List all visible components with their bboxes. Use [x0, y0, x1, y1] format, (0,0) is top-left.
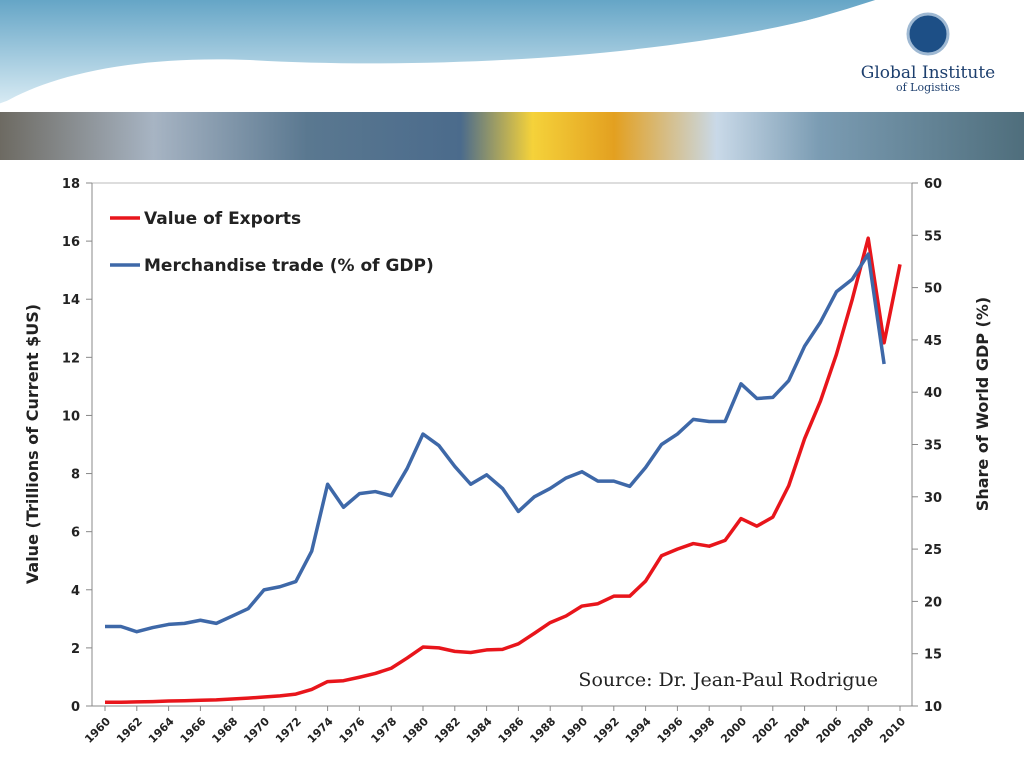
- x-tick-label: 1978: [368, 715, 399, 746]
- y2-tick-label: 55: [924, 229, 942, 244]
- x-tick-label: 1972: [273, 715, 304, 746]
- x-tick-label: 1970: [241, 715, 272, 746]
- legend-label: Merchandise trade (% of GDP): [144, 256, 434, 276]
- x-tick-label: 1992: [591, 715, 622, 746]
- y2-tick-label: 30: [924, 491, 942, 506]
- y2-tick-label: 60: [924, 177, 942, 192]
- header-swoosh: [0, 0, 881, 107]
- x-tick-label: 2004: [782, 715, 813, 746]
- series-line: [105, 236, 902, 704]
- brand: Global Institute: [861, 63, 995, 83]
- y-tick-label: 4: [71, 584, 80, 599]
- x-tick-label: 2000: [718, 715, 749, 746]
- y2-tick-label: 15: [924, 648, 942, 663]
- x-tick-label: 1962: [114, 715, 145, 746]
- x-tick-label: 1968: [209, 715, 240, 746]
- y-tick-label: 14: [62, 293, 80, 308]
- x-tick-label: 1982: [432, 715, 463, 746]
- y-tick-label: 12: [62, 351, 80, 366]
- x-tick-label: 2006: [814, 715, 845, 746]
- x-tick-label: 1974: [305, 715, 336, 746]
- header-wave: [0, 0, 880, 105]
- y-tick-label: 6: [71, 526, 80, 541]
- source-note: Source: Dr. Jean-Paul Rodrigue: [578, 669, 878, 691]
- x-tick-label: 2002: [750, 715, 781, 746]
- x-tick-label: 1986: [496, 715, 527, 746]
- x-tick-label: 2008: [845, 715, 876, 746]
- logo: [906, 12, 950, 56]
- y-tick-label: 10: [62, 409, 80, 424]
- x-tick-label: 1964: [146, 715, 177, 746]
- y-axis-title: Value (Trillions of Current $US): [23, 304, 42, 584]
- y2-tick-label: 25: [924, 543, 942, 558]
- y-tick-label: 16: [62, 235, 80, 250]
- legend-label: Value of Exports: [144, 209, 301, 229]
- y2-tick-label: 45: [924, 334, 942, 349]
- x-tick-label: 1996: [655, 715, 686, 746]
- x-tick-label: 1984: [464, 715, 495, 746]
- y2-tick-label: 10: [924, 700, 942, 715]
- y-tick-label: 18: [62, 177, 80, 192]
- y2-tick-label: 40: [924, 386, 942, 401]
- y-tick-label: 8: [71, 468, 80, 483]
- y2-tick-label: 50: [924, 282, 942, 297]
- x-tick-label: 2010: [877, 715, 908, 746]
- x-tick-label: 1960: [82, 715, 113, 746]
- x-tick-label: 1990: [559, 715, 590, 746]
- y2-axis-title: Share of World GDP (%): [973, 297, 992, 511]
- x-tick-label: 1976: [337, 715, 368, 746]
- x-tick-label: 1994: [623, 715, 654, 746]
- y-tick-label: 0: [71, 700, 80, 715]
- brand-sub: of Logistics: [896, 81, 960, 94]
- y-tick-label: 2: [71, 642, 80, 657]
- series-line: [105, 252, 886, 634]
- x-tick-label: 1980: [400, 715, 431, 746]
- x-tick-label: 1998: [686, 715, 717, 746]
- x-tick-label: 1988: [527, 715, 558, 746]
- x-tick-label: 1966: [178, 715, 209, 746]
- y2-tick-label: 20: [924, 595, 942, 610]
- photo-strip: [0, 112, 1024, 160]
- y2-tick-label: 35: [924, 439, 942, 454]
